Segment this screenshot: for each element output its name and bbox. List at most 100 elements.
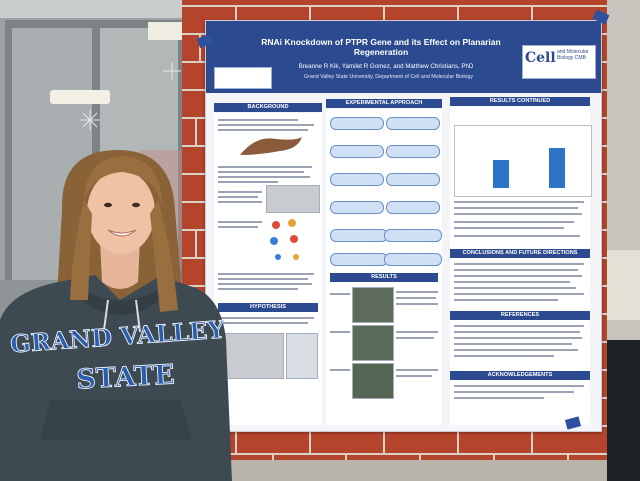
planarian-image [240,137,302,155]
text-line [218,124,314,126]
colored-dots-figure [270,219,299,260]
results-continued-heading: RESULTS CONTINUED [450,97,590,106]
text-line [218,176,310,178]
stain-figure [286,333,318,379]
chart-bar-1 [493,160,509,188]
snowflake-decal [80,110,100,130]
text-line [454,331,580,333]
text-line [454,385,584,387]
approach-step [386,201,440,214]
text-line [218,273,314,275]
text-line [218,181,278,183]
text-line [454,213,582,215]
poster-affiliation: Grand Valley State University, Departmen… [303,74,474,80]
approach-step [386,145,440,158]
approach-step [386,173,440,186]
chart-bar-2 [549,148,565,188]
cmb-logo: Cell and Molecular Biology CMB [522,45,596,79]
approach-step [330,201,384,214]
text-line [454,391,574,393]
university-logo [214,67,272,89]
hair-front [84,156,162,206]
references-heading: REFERENCES [450,311,590,320]
text-line [218,278,308,280]
text-line [218,166,312,168]
regeneration-figure [266,185,320,213]
result-image-3 [352,363,394,399]
text-line [218,288,298,290]
text-line [454,299,558,301]
approach-step [384,229,442,242]
ceiling-light [50,90,110,104]
text-line [454,235,580,237]
text-line [454,263,584,265]
text-line [218,119,298,121]
regeneration-bar-chart [454,125,592,197]
text-line [218,221,262,223]
right-door [606,250,640,320]
snowflake-decal-2 [163,62,181,80]
approach-step [330,145,384,158]
text-line [218,196,258,198]
hypothesis-heading: HYPOTHESIS [218,303,318,312]
smile [107,229,137,237]
cmb-logo-subtext: and Molecular Biology CMB [557,49,589,61]
background-heading: BACKGROUND [214,103,322,112]
hair-left [70,200,92,300]
baseboard [182,460,607,481]
text-line [218,129,308,131]
text-line [218,226,258,228]
poster-title: RNAi Knockdown of PTPR Gene and its Effe… [261,37,501,57]
text-line [454,355,554,357]
left-eye [104,202,112,208]
text-line [454,227,564,229]
text-line [218,317,314,319]
results-heading: RESULTS [330,273,438,282]
text-line [454,343,572,345]
text-line [454,269,578,271]
text-line [454,275,582,277]
text-line [396,291,438,293]
text-line [218,201,262,203]
text-line [218,322,308,324]
pocket [40,400,192,440]
text-line [218,171,304,173]
text-line [218,283,312,285]
text-line [454,293,584,295]
ceiling [0,0,190,18]
text-line [396,331,438,333]
approach-step [330,117,384,130]
poster-authors: Breanne R Kik, Yamilet R Gomez, and Matt… [298,63,474,70]
hood [70,280,170,315]
text-line [396,375,432,377]
text-line [396,297,436,299]
research-poster: RNAi Knockdown of PTPR Gene and its Effe… [205,20,602,432]
text-line [454,349,578,351]
text-line [454,287,576,289]
text-line [454,281,570,283]
text-line [396,369,438,371]
right-chair [604,340,640,481]
conclusions-heading: CONCLUSIONS AND FUTURE DIRECTIONS [450,249,590,258]
acknowledgements-heading: ACKNOWLEDGEMENTS [450,371,590,380]
drawstring-right [135,299,141,333]
sweatshirt-text-line2: STATE [76,359,176,395]
text-line [454,325,584,327]
text-line [454,337,582,339]
text-line [330,293,350,295]
face [87,170,155,254]
text-line [454,207,578,209]
result-image-2 [352,325,394,361]
approach-heading: EXPERIMENTAL APPROACH [326,99,442,108]
text-line [454,201,584,203]
approach-step [330,173,384,186]
worm-micrograph [218,333,284,379]
hair-right [150,200,178,312]
cmb-logo-text: Cell [525,50,556,66]
right-eye [132,202,140,208]
text-line [330,369,350,371]
result-image-1 [352,287,394,323]
text-line [396,303,438,305]
